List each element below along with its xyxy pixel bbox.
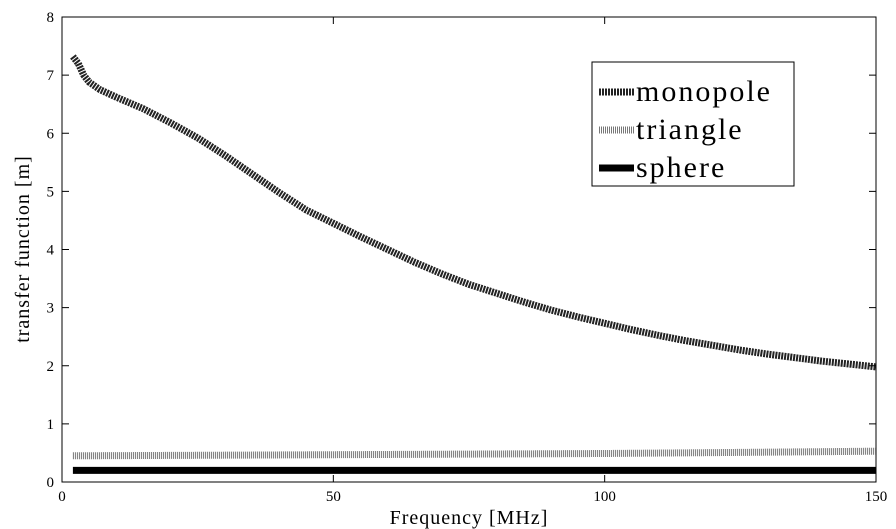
y-tick-label: 5: [47, 184, 55, 200]
y-tick-label: 7: [47, 68, 55, 84]
y-tick-label: 4: [47, 243, 55, 259]
legend-label-triangle: triangle: [636, 113, 744, 146]
series-line-monopole: [70, 54, 877, 371]
legend-label-sphere: sphere: [636, 151, 726, 184]
x-tick-label: 0: [58, 489, 66, 505]
x-tick-label: 50: [326, 489, 341, 505]
y-tick-label: 2: [47, 359, 55, 375]
legend: monopole triangle sphere: [591, 61, 795, 187]
series-line-triangle: [72, 447, 877, 460]
x-axis-ticks: 0 50 100 150: [58, 17, 887, 505]
legend-label-monopole: monopole: [636, 75, 772, 108]
y-axis-label: transfer function [m]: [12, 155, 34, 343]
series-layer: [70, 54, 877, 474]
x-tick-label: 150: [865, 489, 888, 505]
y-tick-label: 6: [47, 126, 55, 142]
x-axis-label: Frequency [MHz]: [390, 507, 549, 529]
y-tick-label: 8: [47, 10, 55, 26]
y-axis-ticks: 0 1 2 3 4 5 6 7 8: [47, 10, 876, 491]
x-tick-label: 100: [593, 489, 616, 505]
y-tick-label: 0: [47, 475, 55, 491]
y-tick-label: 3: [47, 301, 55, 317]
y-tick-label: 1: [47, 417, 55, 433]
